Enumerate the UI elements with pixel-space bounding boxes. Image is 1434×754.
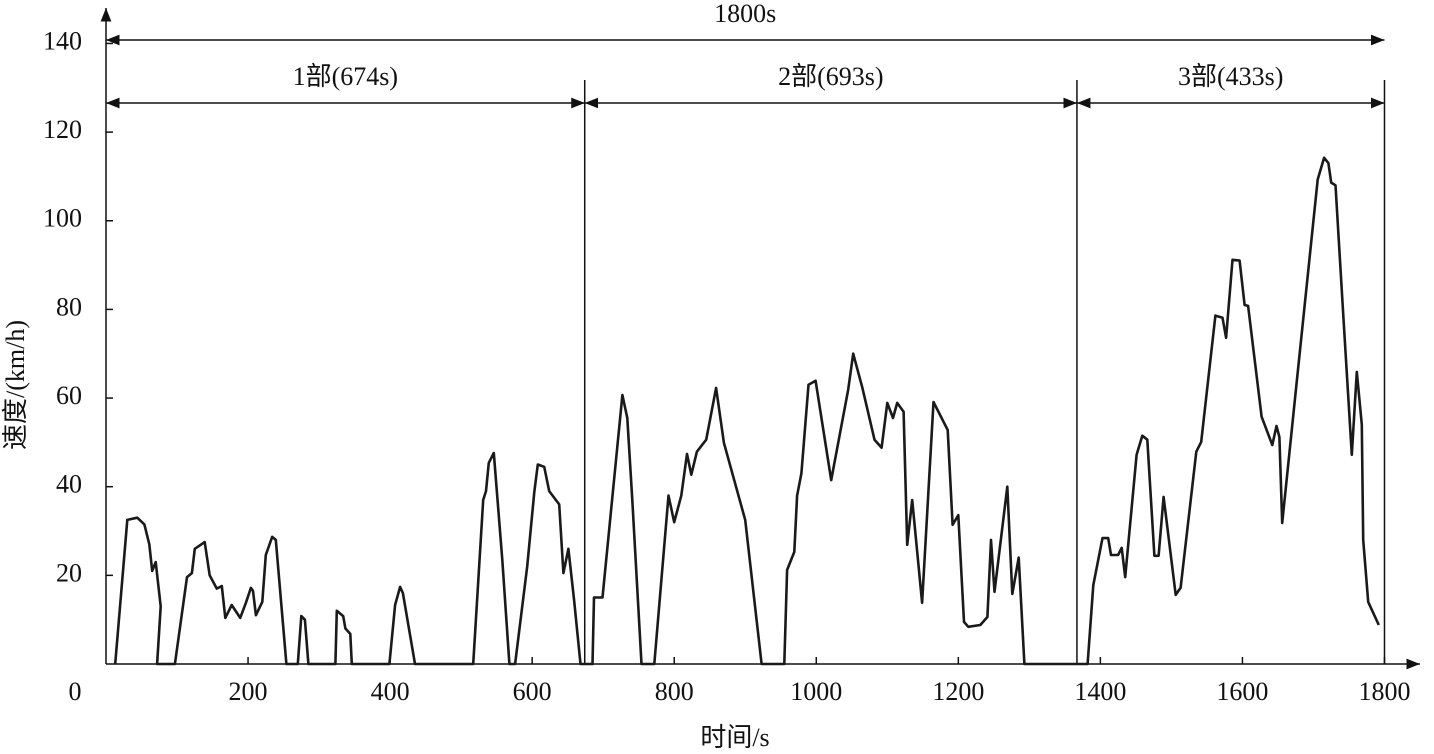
y-tick-label: 20 [56,558,82,587]
y-tick-label: 60 [56,381,82,410]
y-tick-label: 80 [56,292,82,321]
x-tick-label: 0 [69,677,82,706]
y-tick-label: 140 [43,26,82,55]
x-tick-label: 400 [371,677,410,706]
x-tick-label: 200 [229,677,268,706]
x-tick-label: 600 [513,677,552,706]
x-tick-label: 1000 [790,677,842,706]
total-arrow-label: 1800s [714,0,776,28]
y-tick-label: 120 [43,115,82,144]
x-tick-label: 1200 [932,677,984,706]
x-tick-label: 1600 [1216,677,1268,706]
speed-line [113,156,1380,666]
y-tick-label: 100 [43,204,82,233]
x-tick-label: 800 [655,677,694,706]
part-arrow-label: 1部(674s) [293,62,398,91]
x-tick-label: 1800 [1358,677,1410,706]
part-arrow-label: 3部(433s) [1178,62,1283,91]
part-arrow-label: 2部(693s) [778,62,883,91]
x-tick-label: 1400 [1074,677,1126,706]
y-axis-label: 速度/(km/h) [1,320,30,450]
x-axis-label: 时间/s [700,723,769,752]
y-tick-label: 40 [56,470,82,499]
